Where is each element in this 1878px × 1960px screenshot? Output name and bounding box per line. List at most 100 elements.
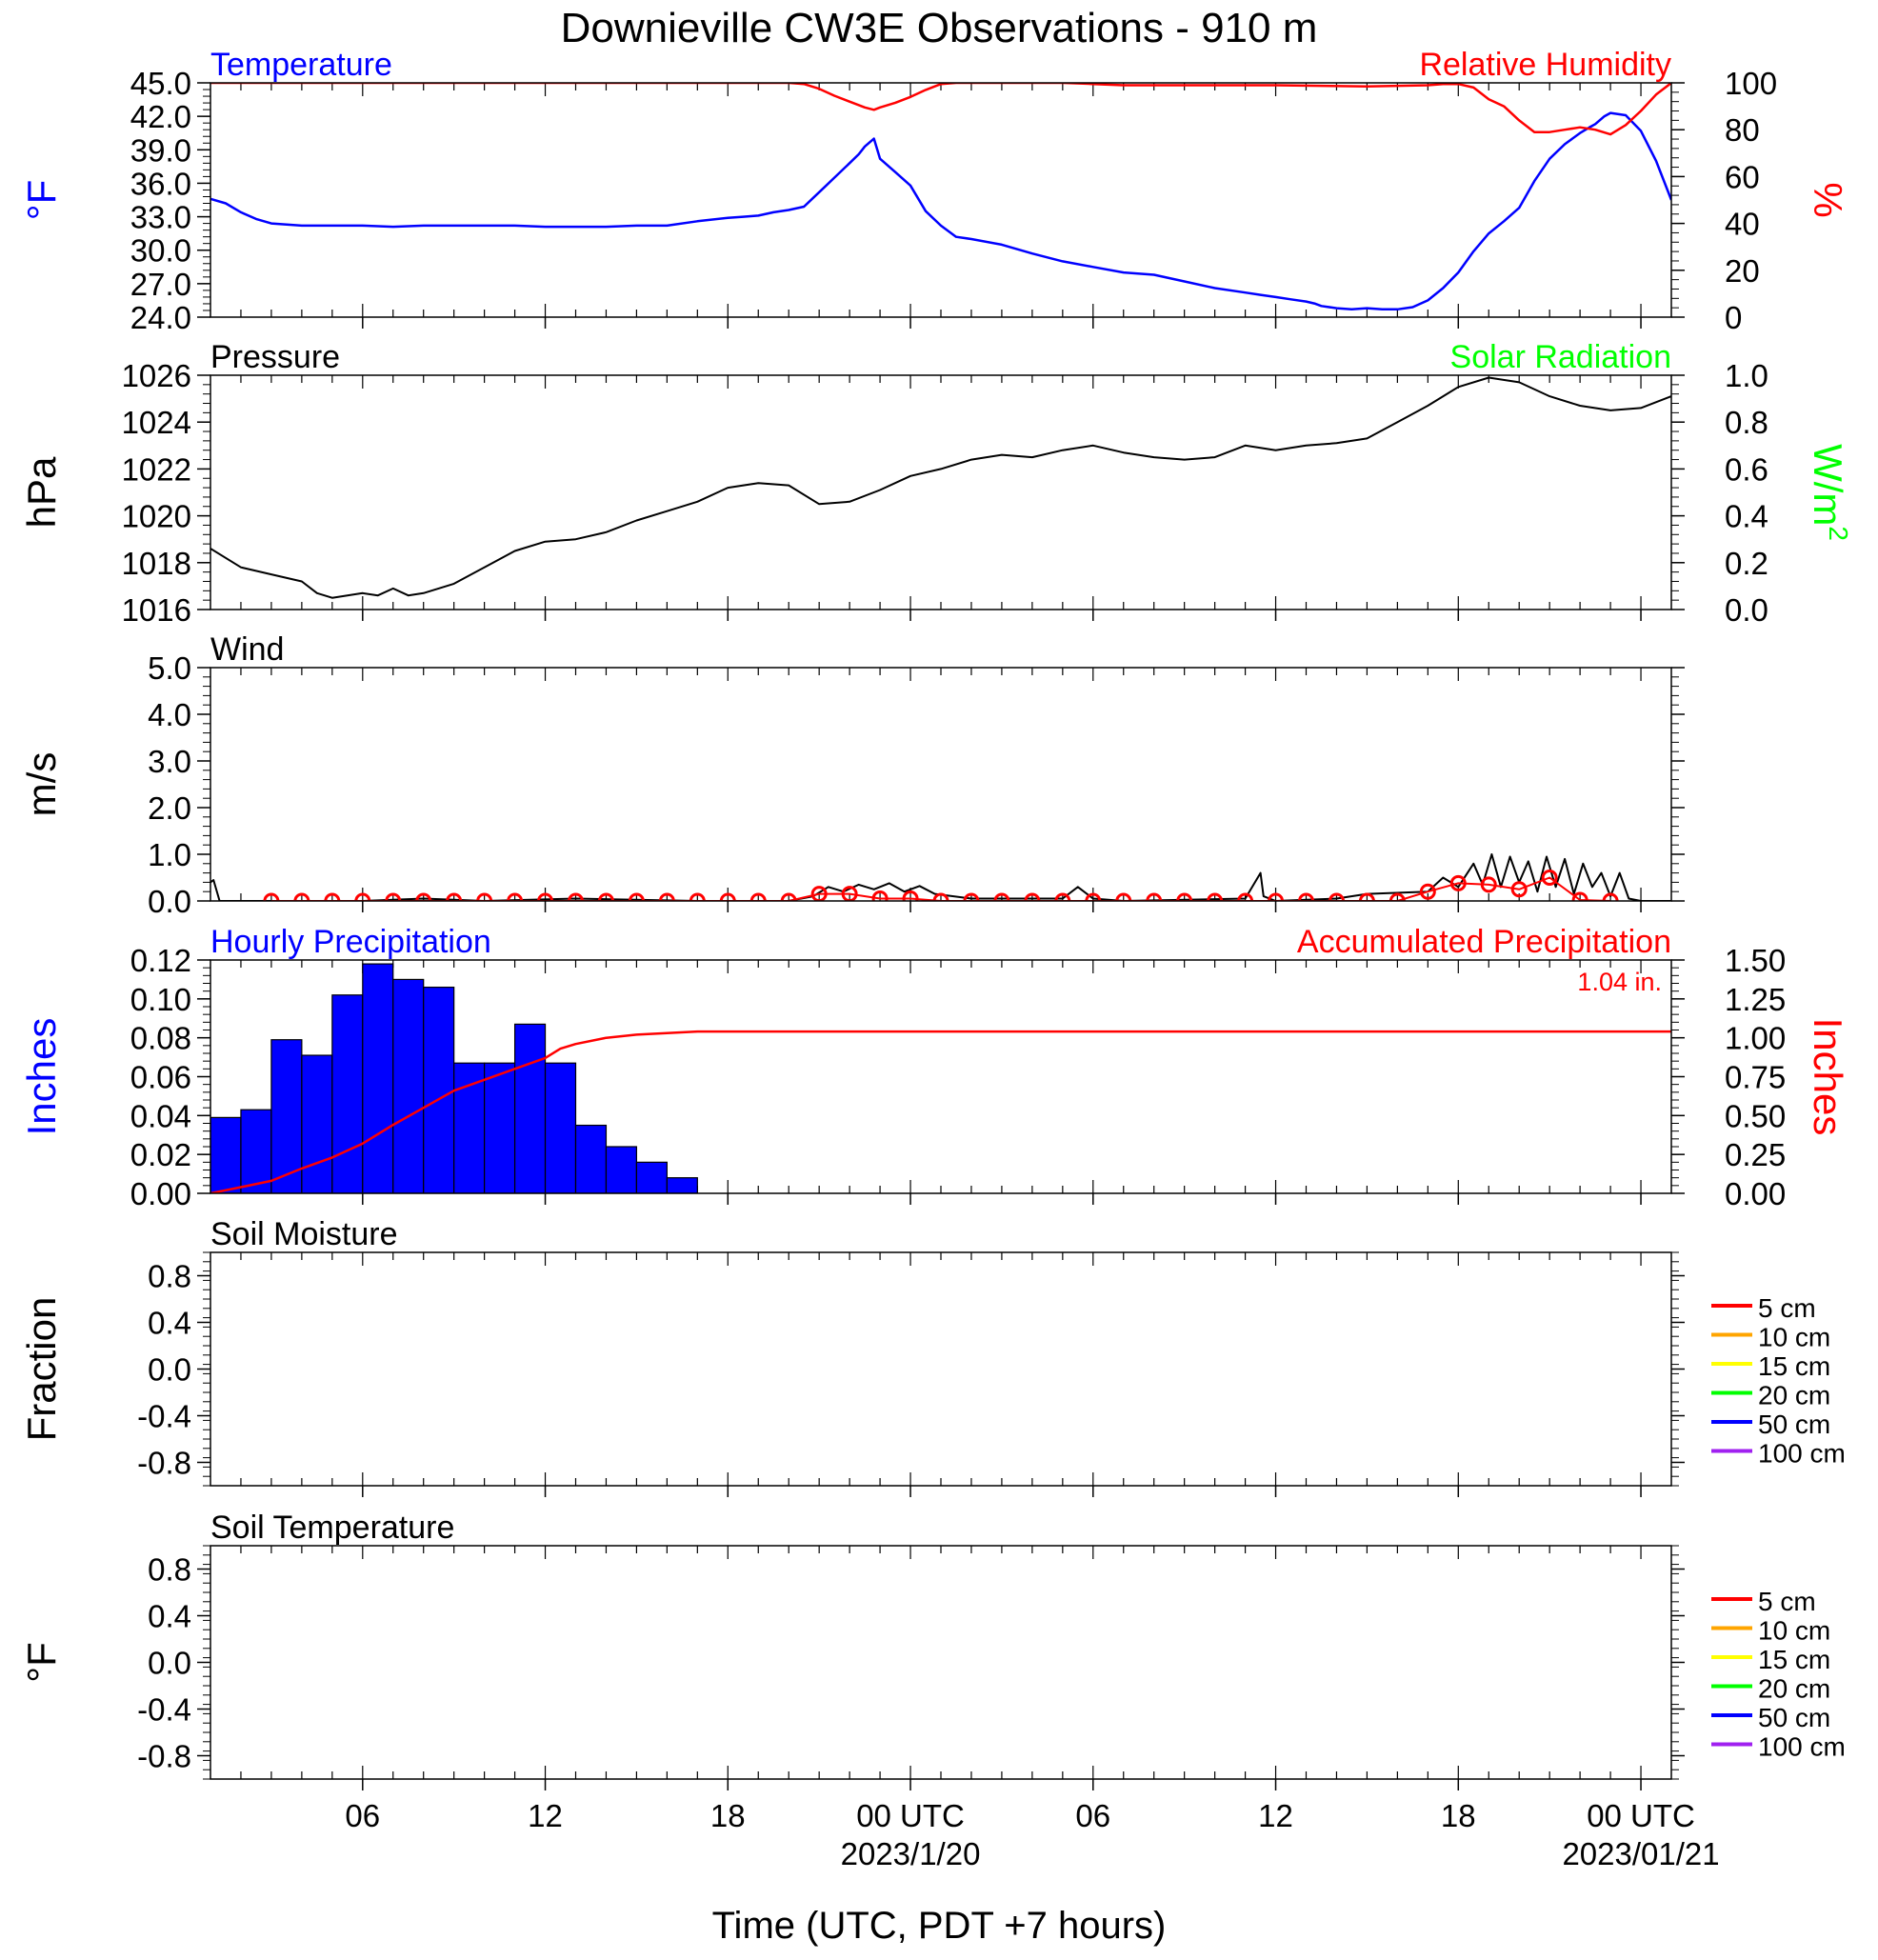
wind-marker (446, 892, 463, 901)
wind-marker (568, 892, 584, 901)
y-tick-label-left: -0.8 (137, 1446, 191, 1481)
y-axis-unit-left: m/s (19, 752, 64, 817)
wind-marker (963, 892, 980, 901)
y-tick-label-left: -0.4 (137, 1399, 191, 1434)
wind-marker (1176, 892, 1193, 901)
wind-marker (507, 892, 524, 901)
y-tick-label-left: 0.08 (130, 1021, 191, 1056)
y-tick-label-left: 0.0 (148, 884, 191, 919)
precip-bar (240, 1109, 272, 1193)
y-tick-label-left: 45.0 (130, 66, 191, 101)
y-tick-label-right: 0.50 (1725, 1098, 1786, 1133)
y-tick-label-left: -0.4 (137, 1692, 191, 1728)
precip-bar (210, 1116, 242, 1193)
y-tick-label-right: 1.25 (1725, 982, 1786, 1017)
legend-label: 15 cm (1758, 1645, 1830, 1674)
wind-marker (415, 892, 432, 901)
wind-marker (1054, 892, 1071, 901)
wind-marker (1085, 892, 1102, 901)
legend-label: 50 cm (1758, 1703, 1830, 1732)
wind-marker (1024, 892, 1041, 901)
wind-marker (1358, 892, 1375, 901)
series-group-precip (210, 963, 1671, 1193)
wind-marker (1146, 892, 1163, 901)
wind-marker (1602, 892, 1619, 901)
precip-bar (513, 1023, 547, 1193)
wind-marker (719, 892, 736, 901)
y-tick-label-left: 1024 (122, 405, 191, 440)
wind-marker (354, 892, 371, 901)
panel-wind: 5.0 4.0 3.0 2.0 1.0 0.0 Wind m/s (19, 631, 1685, 919)
legend-label: 100 cm (1758, 1732, 1846, 1762)
wind-marker (263, 892, 280, 901)
precip-bar (574, 1124, 608, 1193)
legend-label: 100 cm (1758, 1439, 1846, 1469)
y-tick-label-left: 0.04 (130, 1098, 191, 1133)
wind-marker (476, 892, 493, 901)
x-axis-label: Time (UTC, PDT +7 hours) (712, 1905, 1167, 1947)
y-tick-label-left: 0.06 (130, 1060, 191, 1095)
wind-marker (385, 892, 402, 901)
y-tick-label-left: 42.0 (130, 99, 191, 134)
panel-label-left: Temperature (210, 47, 392, 83)
y-axis-unit-left: Inches (19, 1018, 64, 1136)
precip-bar (666, 1177, 698, 1193)
legend-label: 10 cm (1758, 1323, 1830, 1352)
y-axis-unit-left: °F (19, 1642, 64, 1682)
wind-marker (932, 892, 949, 901)
wind-marker (1510, 881, 1528, 898)
wind-marker (780, 892, 797, 901)
y-tick-label-right: 0.25 (1725, 1137, 1786, 1172)
y-tick-label-left: 4.0 (148, 697, 191, 732)
wind-marker (1268, 892, 1285, 901)
legend-label: 10 cm (1758, 1616, 1830, 1646)
wind-marker (1207, 892, 1224, 901)
y-tick-label-right: 1.00 (1725, 1021, 1786, 1056)
y-tick-label-left: 1020 (122, 499, 191, 534)
x-tick-label: 00 UTC (1587, 1798, 1695, 1833)
y-axis-unit-left: °F (19, 180, 64, 220)
panel-label-right: Solar Radiation (1450, 339, 1671, 375)
series-group-wind (210, 853, 1671, 901)
series-group-temp-rh (210, 83, 1671, 311)
x-tick-label: 06 (1075, 1798, 1110, 1833)
plot-frame (210, 1545, 1672, 1780)
y-tick-label-left: 0.02 (130, 1137, 191, 1172)
legend-label: 20 cm (1758, 1674, 1830, 1704)
y-tick-label-left: 0.00 (130, 1176, 191, 1211)
y-tick-label-left: 1.0 (148, 837, 191, 872)
y-tick-label-left: 0.0 (148, 1352, 191, 1388)
y-tick-label-left: 39.0 (130, 132, 191, 168)
x-tick-date-label: 2023/01/21 (1562, 1836, 1719, 1871)
y-tick-label-left: 1026 (122, 358, 191, 393)
plot-frame (210, 374, 1672, 610)
wind-marker (1115, 892, 1132, 901)
y-tick-label-left: 33.0 (130, 200, 191, 235)
wind-marker (871, 890, 889, 901)
precip-bar (423, 986, 455, 1193)
y-tick-label-right: 0.00 (1725, 1176, 1786, 1211)
y-tick-label-left: 0.4 (148, 1599, 191, 1634)
wind-marker (689, 892, 706, 901)
y-tick-label-right: 80 (1725, 112, 1760, 148)
wind-marker (1328, 892, 1345, 901)
y-axis-unit-left: hPa (19, 456, 64, 528)
y-tick-label-left: 0.12 (130, 943, 191, 978)
panel-label-right: Accumulated Precipitation (1297, 924, 1671, 960)
y-tick-label-right: 0 (1725, 300, 1742, 335)
wind-marker (1480, 876, 1497, 893)
wind-marker (628, 892, 645, 901)
x-tick-label: 18 (1441, 1798, 1476, 1833)
y-tick-label-left: 5.0 (148, 650, 191, 686)
y-axis-unit-right: W/m2 (1806, 444, 1853, 541)
y-tick-label-left: 1018 (122, 546, 191, 581)
wind-marker (1571, 891, 1588, 901)
wind-marker (597, 892, 614, 901)
y-tick-label-left: 1022 (122, 451, 191, 487)
panel-label-left: Pressure (210, 339, 340, 375)
wind-marker (293, 892, 310, 901)
y-tick-label-right: 0.75 (1725, 1060, 1786, 1095)
y-tick-label-left: 0.10 (130, 982, 191, 1017)
